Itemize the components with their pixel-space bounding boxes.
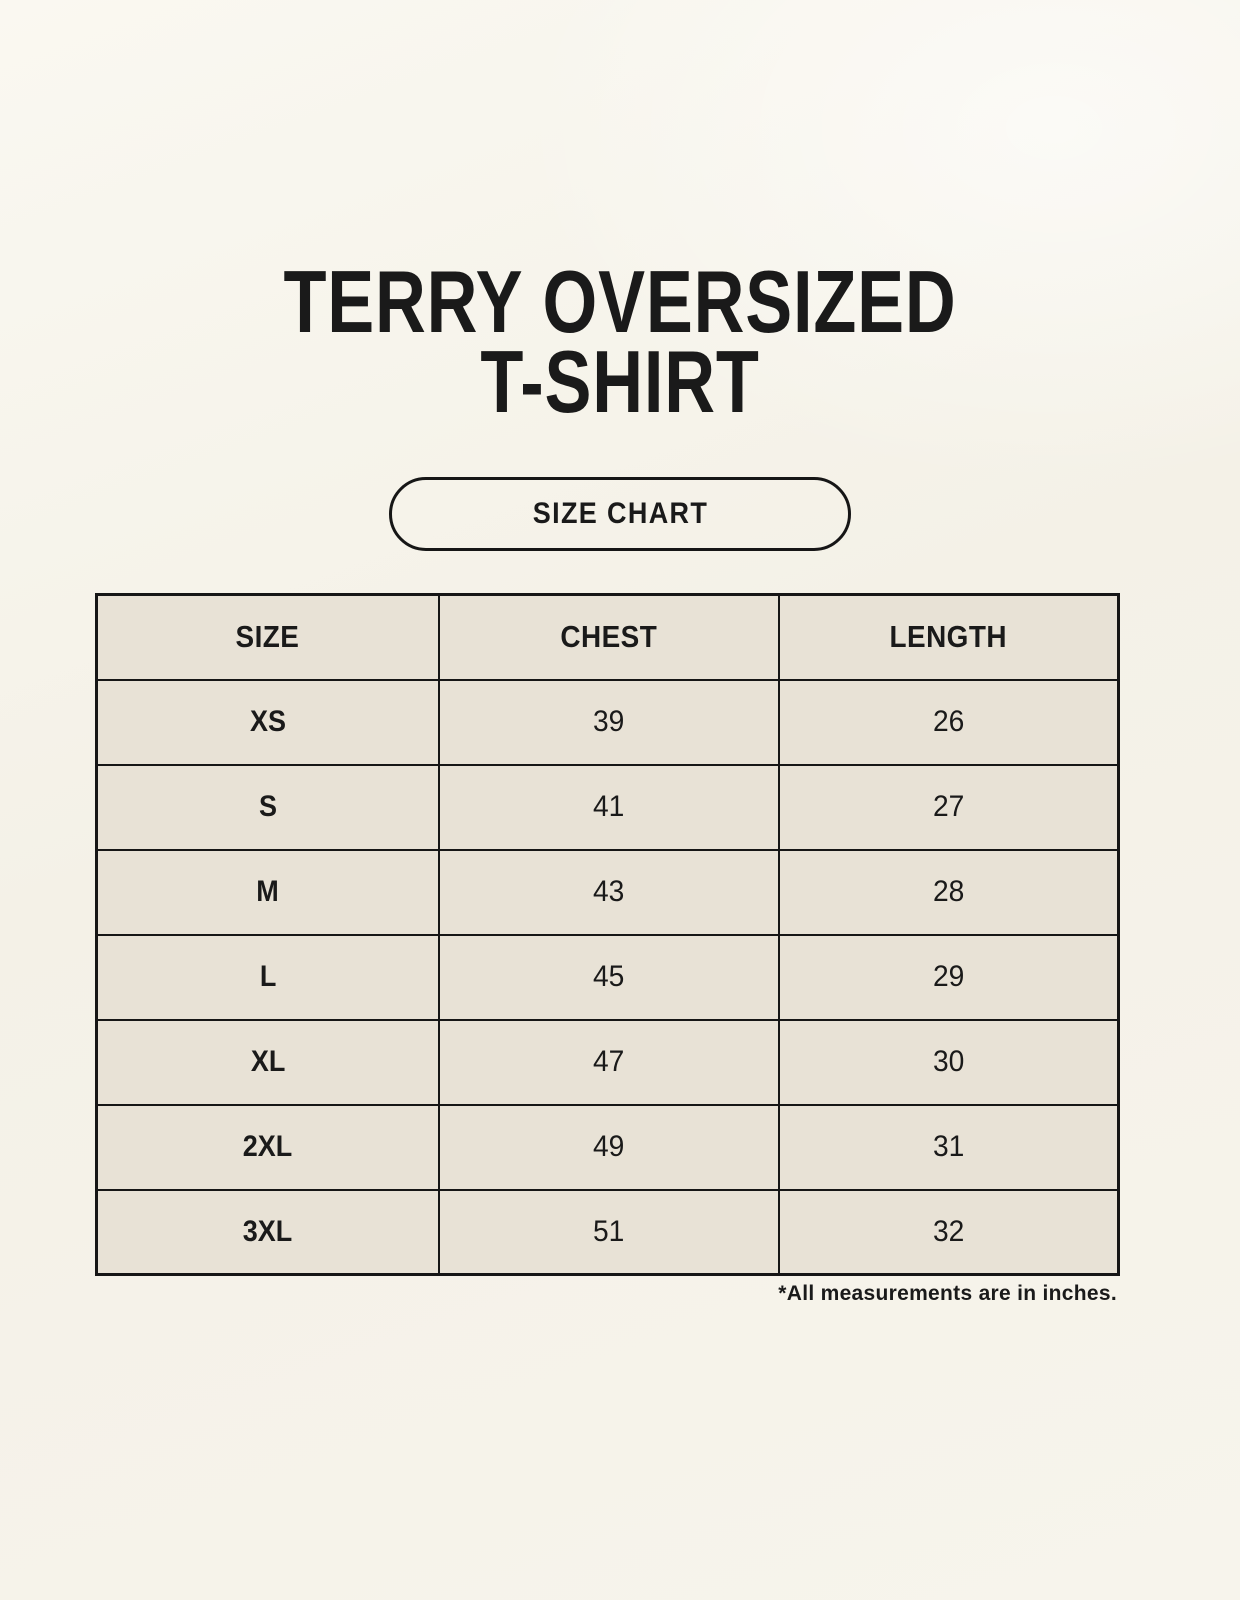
length-cell: 27	[777, 763, 1120, 851]
length-cell: 32	[777, 1188, 1120, 1276]
col-header-length: LENGTH	[777, 593, 1120, 681]
length-cell: 26	[777, 678, 1120, 766]
size-cell: S	[95, 763, 440, 851]
chest-cell: 51	[437, 1188, 780, 1276]
table-row: 2XL 49 31	[95, 1103, 1120, 1191]
product-title: TERRY OVERSIZED T-SHIRT	[0, 252, 1240, 431]
col-header-chest: CHEST	[437, 593, 780, 681]
size-cell: XL	[95, 1018, 440, 1106]
chest-cell: 45	[437, 933, 780, 1021]
table-row: S 41 27	[95, 763, 1120, 851]
col-header-size: SIZE	[95, 593, 440, 681]
size-cell: 3XL	[95, 1188, 440, 1276]
chest-cell: 49	[437, 1103, 780, 1191]
size-cell: L	[95, 933, 440, 1021]
length-cell: 29	[777, 933, 1120, 1021]
length-cell: 31	[777, 1103, 1120, 1191]
product-title-line2: T-SHIRT	[480, 332, 760, 431]
table-row: XS 39 26	[95, 678, 1120, 766]
table-header-row: SIZE CHEST LENGTH	[95, 593, 1120, 681]
table-row: 3XL 51 32	[95, 1188, 1120, 1276]
length-cell: 30	[777, 1018, 1120, 1106]
measurement-note: *All measurements are in inches.	[778, 1282, 1117, 1305]
table-row: M 43 28	[95, 848, 1120, 936]
table-row: XL 47 30	[95, 1018, 1120, 1106]
size-cell: M	[95, 848, 440, 936]
table-row: L 45 29	[95, 933, 1120, 1021]
size-chart-button[interactable]: SIZE CHART	[389, 477, 851, 551]
chest-cell: 39	[437, 678, 780, 766]
size-cell: XS	[95, 678, 440, 766]
chest-cell: 41	[437, 763, 780, 851]
size-chart-button-label: SIZE CHART	[532, 497, 708, 530]
size-cell: 2XL	[95, 1103, 440, 1191]
length-cell: 28	[777, 848, 1120, 936]
size-chart-table: SIZE CHEST LENGTH XS 39 26 S 41 27 M 43 …	[95, 593, 1120, 1276]
chest-cell: 47	[437, 1018, 780, 1106]
chest-cell: 43	[437, 848, 780, 936]
product-title-line1: TERRY OVERSIZED	[283, 252, 957, 351]
